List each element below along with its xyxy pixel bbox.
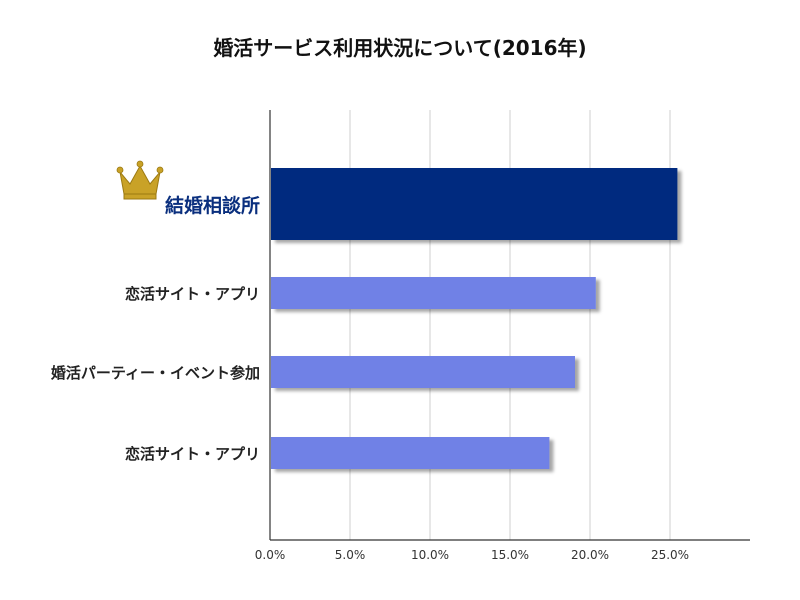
- bars: [271, 168, 678, 469]
- bar: [271, 356, 575, 388]
- tick-label: 10.0%: [411, 548, 449, 562]
- category-label: 恋活サイト・アプリ: [125, 445, 260, 463]
- tick-label: 15.0%: [491, 548, 529, 562]
- tick-label: 25.0%: [651, 548, 689, 562]
- category-label: 恋活サイト・アプリ: [125, 285, 260, 303]
- tick-label: 20.0%: [571, 548, 609, 562]
- chart-title: 婚活サービス利用状況について(2016年): [213, 36, 587, 60]
- bar-highlight: [271, 168, 678, 240]
- tick-labels: 0.0% 5.0% 10.0% 15.0% 20.0% 25.0%: [255, 548, 689, 562]
- bar: [271, 277, 596, 309]
- tick-label: 0.0%: [255, 548, 286, 562]
- axes: [269, 110, 750, 541]
- category-label: 婚活パーティー・イベント参加: [51, 364, 260, 382]
- category-label: 結婚相談所: [165, 194, 260, 217]
- crown-icon: [116, 160, 164, 200]
- bar: [271, 437, 550, 469]
- tick-label: 5.0%: [335, 548, 366, 562]
